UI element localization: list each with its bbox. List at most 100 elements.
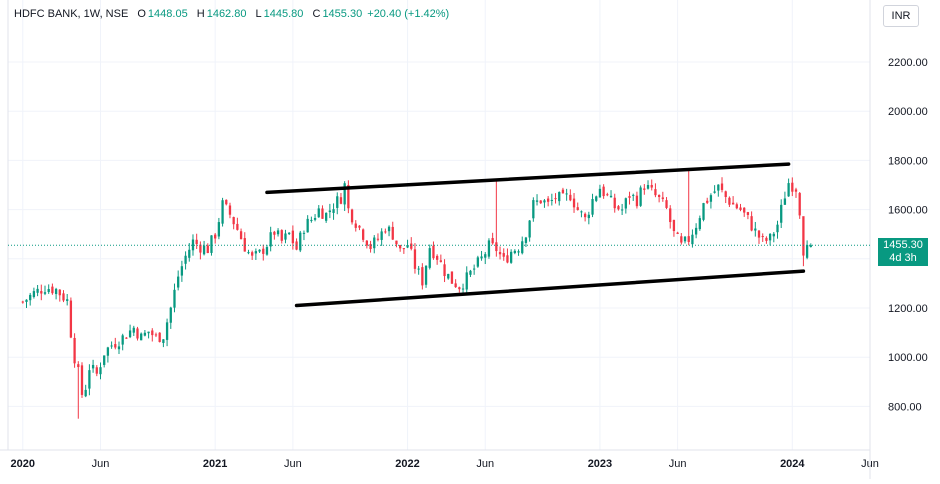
candle-body (694, 227, 698, 235)
candle-body (583, 213, 587, 218)
legend-low-label: L (255, 8, 262, 20)
candle-body (339, 197, 343, 204)
candle-body (728, 197, 731, 205)
candle-body (635, 195, 639, 207)
candle-body (43, 292, 47, 294)
candle-body (521, 241, 524, 254)
candle-body (332, 209, 335, 213)
candle-body (768, 233, 772, 241)
candle-body (73, 337, 76, 364)
candle-body (691, 234, 694, 245)
candle-body (569, 194, 572, 201)
candle-body (354, 223, 357, 228)
candle-body (450, 271, 454, 284)
candle-body (62, 293, 65, 301)
candle-body (424, 265, 428, 285)
candle-body (572, 198, 576, 208)
candle-body (58, 289, 61, 296)
candle-body (528, 220, 531, 238)
candle-body (40, 291, 43, 294)
candle-body (639, 187, 642, 206)
x-tick-label: Jun (92, 458, 110, 470)
candle-body (706, 200, 709, 203)
candle-body (546, 198, 550, 202)
chart-legend: HDFC BANK, 1W, NSE O 1448.05 H 1462.80 L 14… (14, 8, 451, 20)
candle-body (765, 237, 768, 241)
candle-body (276, 230, 280, 235)
candle-body (299, 232, 302, 251)
candle-body (221, 200, 224, 224)
candle-body (110, 345, 113, 347)
candle-body (188, 249, 191, 258)
candle-body (565, 193, 568, 195)
candle-body (103, 355, 106, 365)
x-tick-label: 2022 (395, 458, 419, 470)
candle-body (650, 184, 653, 188)
candle-body (469, 270, 472, 275)
candle-body (243, 238, 246, 252)
bar-countdown: 4d 3h (889, 252, 917, 264)
legend-change: +20.40 (+1.42%) (367, 8, 450, 20)
candle-body (136, 328, 139, 339)
candle-body (624, 198, 627, 209)
candle-body (373, 237, 376, 249)
candle-body (661, 197, 664, 199)
candle-body (47, 289, 50, 292)
candle-body (321, 208, 324, 219)
candle-body (458, 287, 461, 290)
candle-body (232, 217, 235, 225)
candle-body (502, 253, 505, 257)
candle-body (343, 183, 346, 205)
candle-body (780, 204, 783, 223)
candle-body (443, 264, 446, 277)
candle-body (472, 268, 476, 270)
candle-body (362, 229, 365, 240)
candle-body (643, 188, 646, 190)
candle-body (724, 191, 727, 198)
candle-body (384, 231, 387, 233)
candle-body (683, 236, 687, 242)
y-tick-label: 800.00 (888, 401, 922, 413)
candle-body (524, 237, 528, 243)
candle-body (395, 240, 398, 245)
candle-body (36, 288, 39, 293)
candle-body (436, 255, 439, 260)
candle-body (280, 230, 283, 241)
candle-body (32, 291, 36, 297)
candle-body (284, 233, 287, 240)
candle-body (550, 199, 553, 201)
candle-body (757, 230, 761, 238)
candle-body (465, 272, 468, 290)
candle-body (802, 216, 805, 256)
candle-body (288, 232, 291, 235)
last-price-label: 1455.30 4d 3h (878, 238, 928, 266)
candle-body (535, 200, 539, 202)
candle-body (417, 268, 420, 270)
candle-body (336, 196, 339, 208)
candle-body (772, 233, 775, 237)
candle-body (217, 222, 221, 237)
candle-body (702, 203, 705, 220)
candle-body (132, 327, 135, 333)
y-tick-label: 1000.00 (888, 352, 928, 364)
candle-body (539, 200, 542, 204)
x-tick-label: 2020 (11, 458, 35, 470)
candle-body (669, 208, 672, 223)
candle-body (247, 252, 250, 254)
candle-body (776, 224, 779, 233)
candle-body (657, 194, 661, 197)
legend-open-value: 1448.05 (147, 8, 188, 20)
x-tick-label: Jun (476, 458, 494, 470)
candle-body (495, 242, 498, 252)
candle-body (761, 236, 764, 238)
y-tick-label: 2200.00 (888, 57, 928, 69)
candle-body (258, 249, 261, 252)
candle-body (735, 204, 738, 209)
candle-body (554, 198, 557, 200)
candle-body (480, 256, 483, 259)
currency-button[interactable]: INR (883, 5, 919, 27)
x-tick-label: 2021 (203, 458, 227, 470)
candle-body (513, 250, 516, 254)
